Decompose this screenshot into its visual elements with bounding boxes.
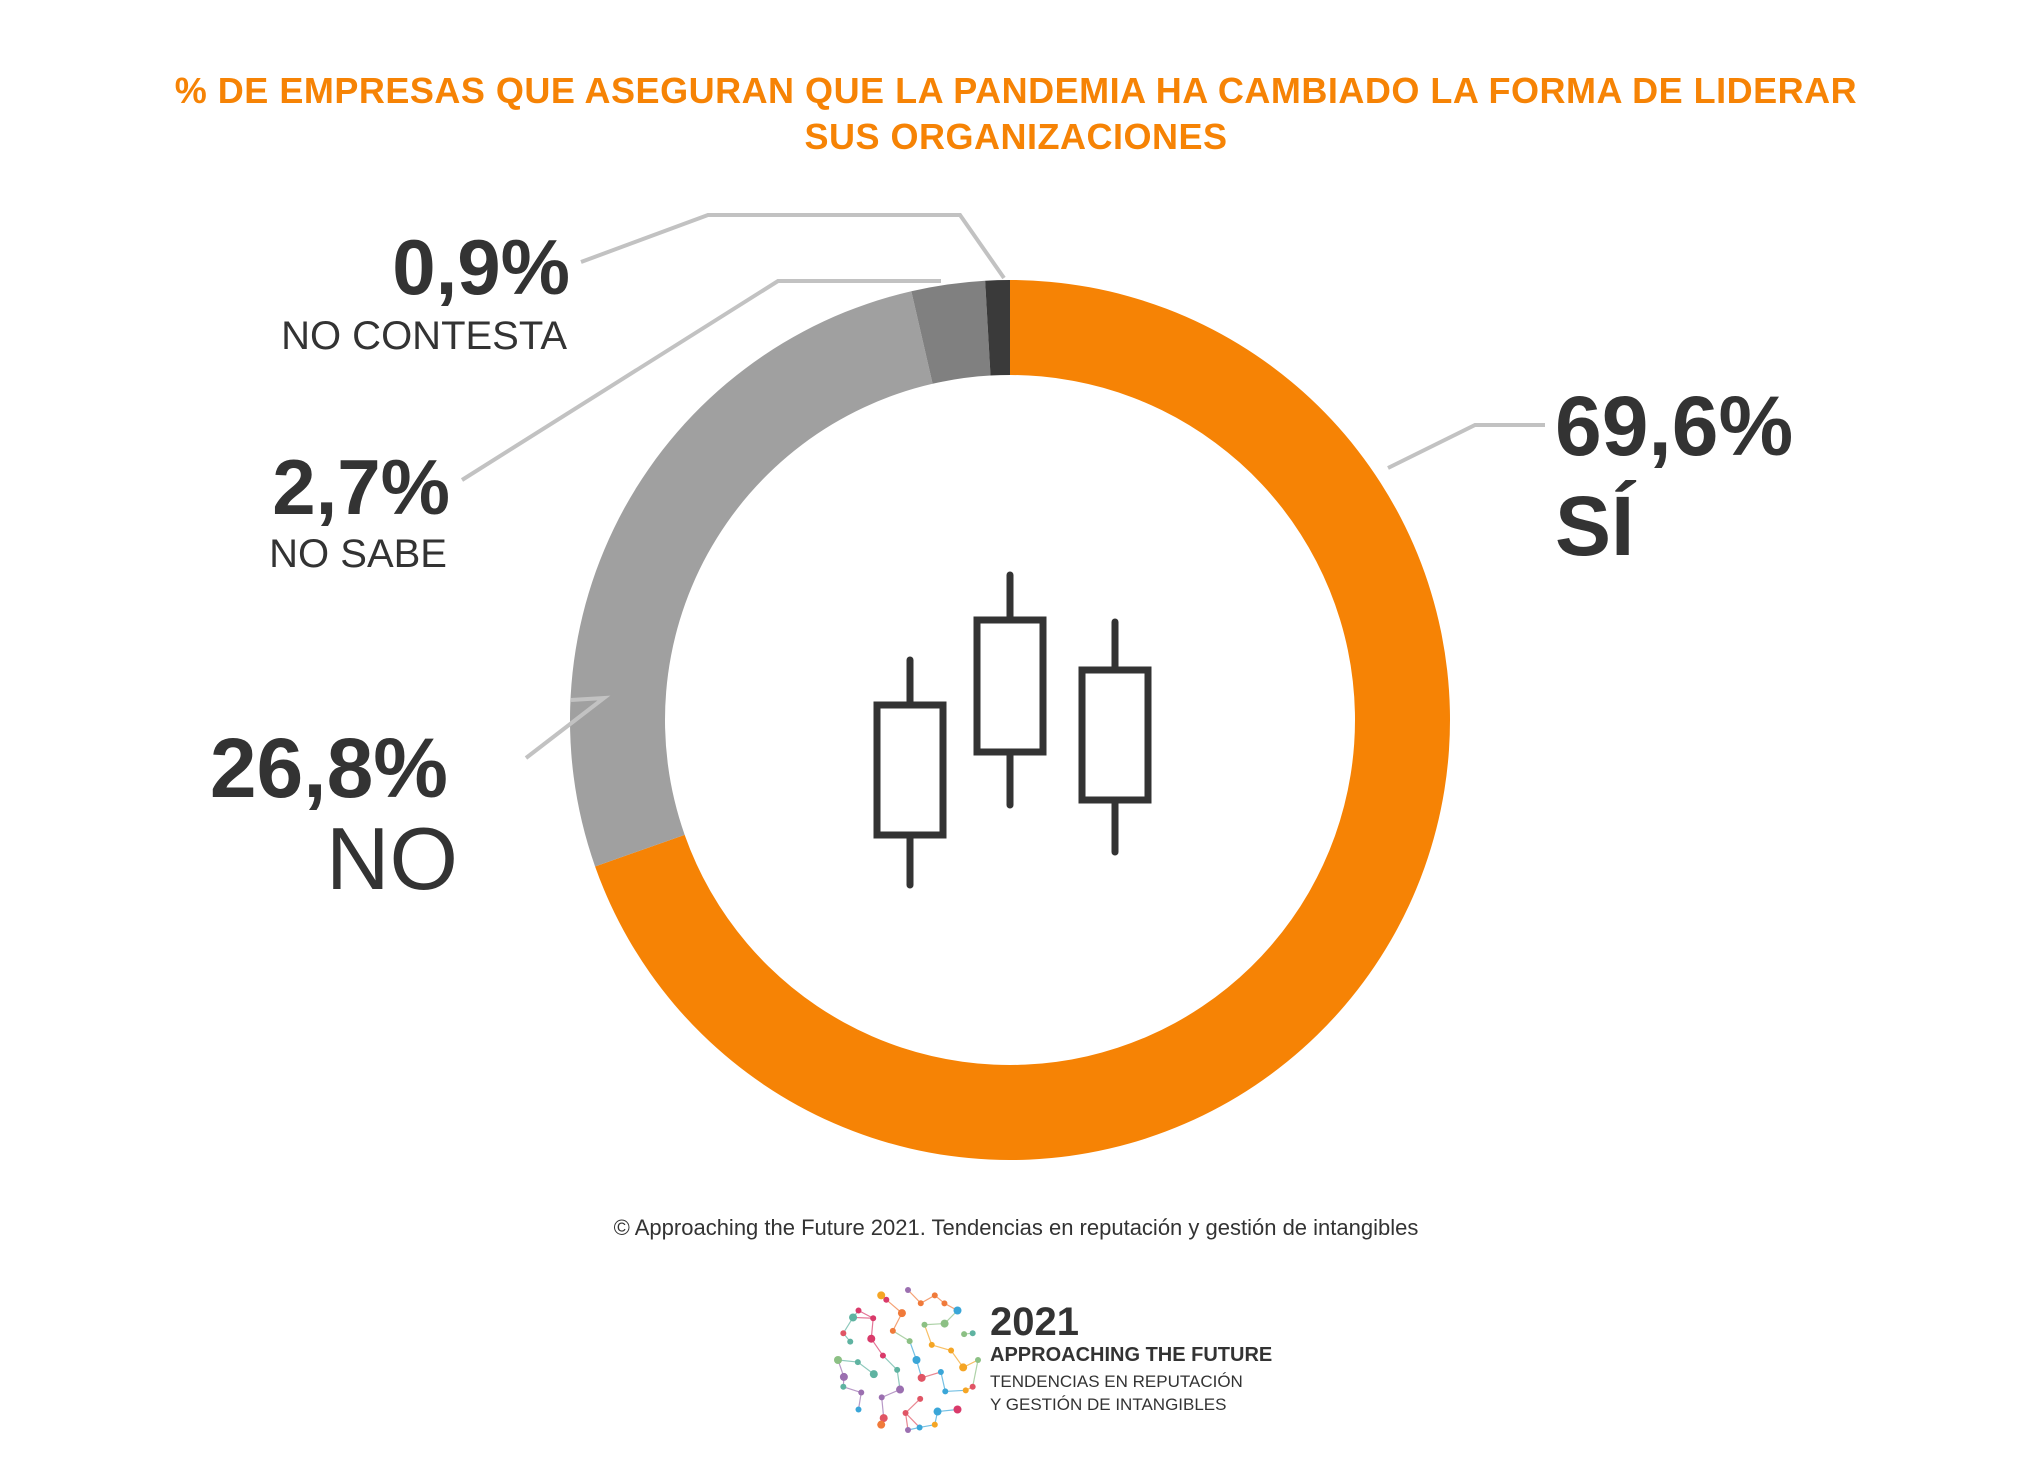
- slice-value-label-no-contesta: 0,9%: [392, 223, 570, 311]
- donut-slice-no-contesta: [985, 280, 1010, 376]
- slice-category-label-no: NO: [326, 809, 458, 908]
- donut-slice-no: [570, 291, 933, 867]
- logo-year: 2021: [990, 1300, 1079, 1344]
- slice-value-label-si: 69,6%: [1555, 379, 1794, 473]
- logo-subtitle-2: Y GESTIÓN DE INTANGIBLES: [990, 1395, 1227, 1414]
- logo-name: APPROACHING THE FUTURE: [990, 1344, 1273, 1366]
- leader-line-no: [524, 695, 611, 760]
- slice-category-label-no-sabe: NO SABE: [269, 532, 447, 576]
- donut-slices: [570, 280, 1450, 1161]
- slice-category-label-si: SÍ: [1555, 479, 1635, 573]
- slice-value-label-no-sabe: 2,7%: [272, 443, 450, 531]
- candlestick-chart-icon: [873, 571, 1152, 889]
- logo-subtitle-1: TENDENCIAS EN REPUTACIÓN: [990, 1372, 1243, 1391]
- slice-category-label-no-contesta: NO CONTESTA: [281, 314, 567, 358]
- leader-lines: [460, 213, 1545, 760]
- chart-title-line-1: % DE EMPRESAS QUE ASEGURAN QUE LA PANDEM…: [174, 70, 1858, 111]
- copyright-footer: © Approaching the Future 2021. Tendencia…: [613, 1215, 1419, 1240]
- chart-title: % DE EMPRESAS QUE ASEGURAN QUE LA PANDEM…: [0, 68, 2032, 160]
- chart-title-line-2: SUS ORGANIZACIONES: [804, 116, 1228, 157]
- slice-value-label-no: 26,8%: [209, 721, 448, 815]
- leader-line-no-sabe: [460, 279, 941, 482]
- leader-line-no-contesta: [580, 213, 1006, 280]
- leader-line-si: [1387, 423, 1545, 470]
- network-globe-icon: [834, 1287, 981, 1433]
- donut-slice-no-sabe: [911, 280, 991, 384]
